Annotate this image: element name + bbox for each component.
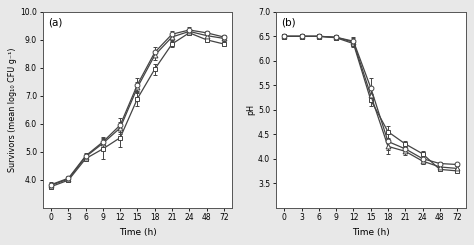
Y-axis label: pH: pH (246, 104, 255, 115)
Y-axis label: Survivors (mean log₁₀ CFU g⁻¹): Survivors (mean log₁₀ CFU g⁻¹) (9, 48, 18, 172)
Text: (b): (b) (282, 18, 296, 28)
Text: (a): (a) (48, 18, 63, 28)
X-axis label: Time (h): Time (h) (118, 228, 156, 237)
X-axis label: Time (h): Time (h) (352, 228, 390, 237)
